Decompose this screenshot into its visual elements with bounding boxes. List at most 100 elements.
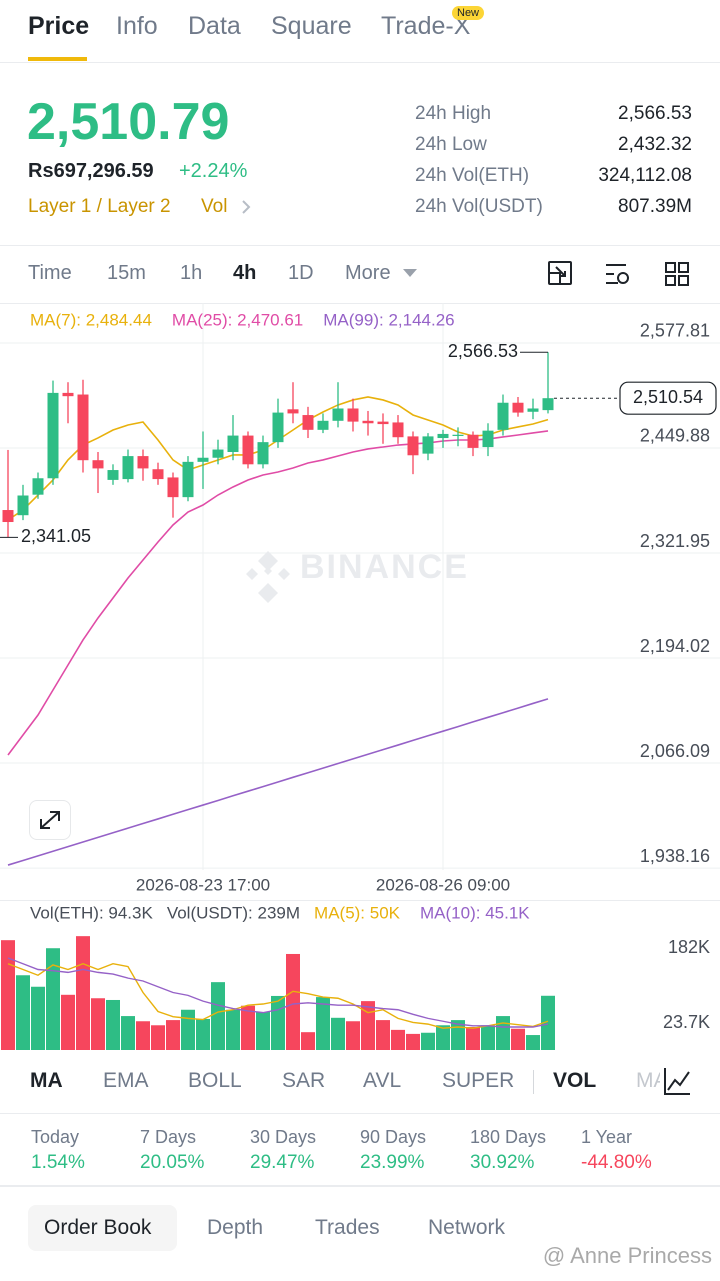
candle-body: [182, 461, 194, 498]
volume-bar: [511, 1028, 525, 1050]
last-price-box: [619, 381, 717, 415]
chevron: [242, 200, 251, 214]
bottom-tab[interactable]: Order Book: [44, 1216, 152, 1239]
period-label: 90 Days: [360, 1127, 427, 1147]
volume-ma-line: [7, 963, 549, 1029]
candle-body: [407, 436, 419, 456]
indicator[interactable]: MA: [636, 1069, 660, 1092]
stat-value: 2,432.32: [618, 134, 692, 155]
bottom-tab[interactable]: Trades: [315, 1216, 380, 1239]
volume-bar: [286, 953, 300, 1050]
watermark: BINANCE: [300, 548, 469, 586]
bottom-tab[interactable]: Network: [428, 1216, 506, 1239]
y-tick-label: 2,194.02: [640, 636, 710, 656]
period-value: -44.80%: [581, 1152, 652, 1173]
indicator[interactable]: AVL: [363, 1069, 402, 1092]
legend-entry: MA(25): 2,470.61: [172, 310, 303, 329]
period-label: 1 Year: [581, 1127, 633, 1147]
candle-body: [332, 408, 344, 421]
indicator[interactable]: EMA: [103, 1069, 149, 1092]
candle-body: [362, 420, 374, 424]
candle-body: [32, 478, 44, 495]
divider: [0, 245, 720, 246]
candle-body: [272, 412, 284, 443]
chart-tools[interactable]: [546, 259, 706, 289]
candle-body: [392, 422, 404, 438]
high-label: 2,566.53: [448, 341, 518, 361]
interval[interactable]: More: [345, 262, 391, 284]
volume-bar: [31, 986, 45, 1050]
candle-body: [287, 409, 299, 414]
tab[interactable]: Data: [188, 12, 241, 40]
interval[interactable]: Time: [28, 262, 72, 284]
candle-body: [122, 456, 134, 480]
divider: [0, 303, 720, 304]
y-tick-label: 1,938.16: [640, 846, 710, 866]
volume-bar: [541, 995, 555, 1050]
volume-bar: [256, 1012, 270, 1050]
period-label: 30 Days: [250, 1127, 317, 1147]
interval[interactable]: 15m: [107, 262, 146, 284]
volume-chart: 23.7K 182K Vol(ETH): 94.3K Vol(USDT): 239M M…: [1, 903, 710, 1050]
indicator[interactable]: VOL: [553, 1069, 597, 1092]
indicator-settings[interactable]: [660, 1062, 720, 1102]
volume-bar: [106, 999, 120, 1050]
period-value: 30.92%: [470, 1152, 535, 1173]
volume-bar: [76, 936, 90, 1050]
ma-line: [7, 698, 549, 866]
bottom-tab[interactable]: Depth: [207, 1216, 264, 1239]
stat-label: 24h Low: [415, 134, 487, 155]
y-tick-label: 23.7K: [663, 1012, 710, 1032]
indicator[interactable]: SUPER: [442, 1069, 515, 1092]
volume-bar: [91, 998, 105, 1050]
indicator[interactable]: MA: [30, 1069, 63, 1092]
volume-bar: [466, 1027, 480, 1050]
divider: [0, 1113, 720, 1114]
y-tick-label: 2,321.95: [640, 531, 710, 551]
tab[interactable]: Price: [28, 12, 90, 40]
interval[interactable]: 1D: [288, 262, 314, 284]
volume-bar: [331, 1017, 345, 1050]
interval[interactable]: 1h: [180, 262, 203, 284]
tag[interactable]: Vol: [201, 196, 228, 217]
volume-bar: [121, 1016, 135, 1050]
fiat-price: Rs697,296.59: [28, 160, 154, 182]
volume-bar: [391, 1029, 405, 1050]
interval[interactable]: 4h: [233, 262, 257, 284]
candle-body: [92, 460, 104, 469]
candle-body: [257, 442, 269, 465]
volume-bar: [316, 997, 330, 1050]
divider: [0, 62, 720, 63]
volume-bar: [361, 1001, 375, 1050]
volume-bar: [271, 995, 285, 1050]
candle-body: [527, 408, 539, 412]
candle-body: [152, 469, 164, 480]
candle-body: [467, 434, 479, 448]
candle-body: [2, 510, 14, 523]
volume-bar: [61, 994, 75, 1050]
candle-body: [512, 402, 524, 413]
tab[interactable]: Square: [271, 12, 352, 40]
price-change: +2.24%: [179, 160, 248, 182]
tab[interactable]: Info: [116, 12, 158, 40]
candle-body: [47, 392, 59, 479]
credit: @ Anne Princess: [542, 1243, 712, 1268]
candle-body: [242, 435, 254, 465]
candle-body: [482, 430, 494, 448]
candle-body: [452, 434, 464, 436]
tag[interactable]: Layer 1 / Layer 2: [28, 196, 171, 217]
legend-entry: MA(10): 45.1K: [420, 903, 530, 922]
tab-underline: [28, 57, 87, 61]
expand-button[interactable]: [29, 800, 71, 840]
y-tick-label: 2,066.09: [640, 741, 710, 761]
indicator[interactable]: BOLL: [188, 1069, 242, 1092]
new-badge: New: [452, 6, 485, 20]
volume-bar: [46, 948, 60, 1050]
candle-body: [62, 392, 74, 397]
volume-bar: [226, 1009, 240, 1050]
candle-body: [197, 457, 209, 462]
period-value: 23.99%: [360, 1152, 425, 1173]
indicator[interactable]: SAR: [282, 1069, 326, 1092]
volume-bar: [196, 1018, 210, 1050]
last-price: 2,510.79: [27, 93, 230, 151]
